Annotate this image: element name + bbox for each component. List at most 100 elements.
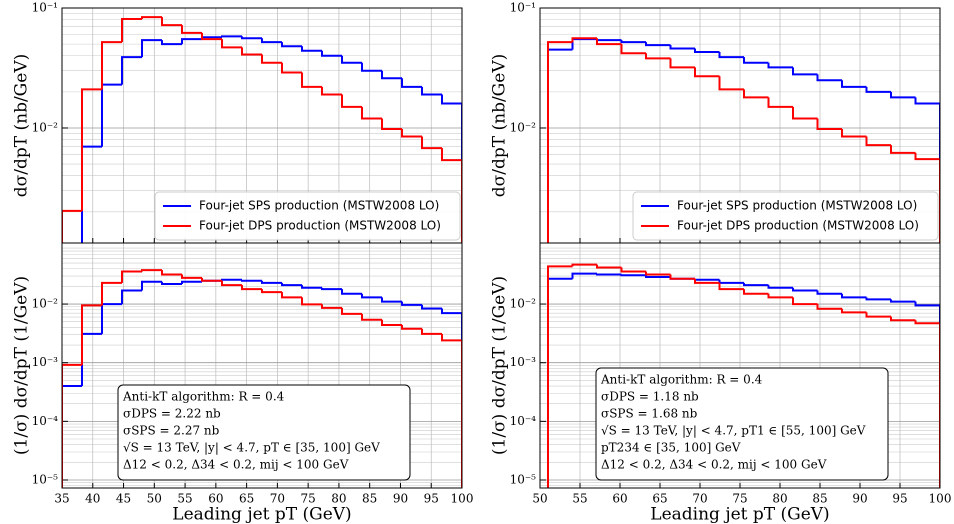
histogram-step xyxy=(181,25,202,34)
x-tick-label: 60 xyxy=(208,492,223,506)
annotation-box xyxy=(117,384,411,481)
histogram-step xyxy=(381,118,402,131)
histogram-step xyxy=(743,57,769,64)
annotation-line: σSPS = 1.68 nb xyxy=(601,407,698,421)
histogram-step xyxy=(161,270,182,276)
x-tick-label: 100 xyxy=(929,492,952,506)
annotation-line: Anti-kT algorithm: R = 0.4 xyxy=(600,373,763,387)
histogram-step xyxy=(361,62,382,72)
histogram-step xyxy=(743,282,769,287)
histogram-step xyxy=(321,86,342,96)
histogram-step xyxy=(381,70,402,80)
histogram-step xyxy=(694,67,720,78)
histogram-step xyxy=(101,83,122,147)
histogram-step xyxy=(890,316,916,322)
annotation-line: √S = 13 TeV, |y| < 4.7, pT1 ∈ [55, 100] … xyxy=(601,424,866,438)
x-tick-label: 85 xyxy=(362,492,377,506)
histogram-step xyxy=(361,313,382,321)
histogram-step xyxy=(841,129,867,138)
x-tick-label: 50 xyxy=(532,492,547,506)
histogram-step xyxy=(301,285,322,289)
histogram-step xyxy=(718,76,744,91)
histogram-step xyxy=(645,275,671,278)
histogram-step xyxy=(341,307,362,315)
y-tick-label: 10⁻⁵ xyxy=(32,472,59,486)
histogram-step xyxy=(321,50,342,57)
histogram-step xyxy=(841,80,867,88)
histogram-step xyxy=(141,16,162,19)
histogram-step xyxy=(181,274,202,279)
histogram-step xyxy=(694,278,720,284)
y-axis-label: dσ/dpT (nb/GeV) xyxy=(12,54,32,197)
annotation-box xyxy=(595,367,889,481)
x-tick-label: 80 xyxy=(331,492,346,506)
histogram-step xyxy=(221,35,242,38)
plot-area xyxy=(547,263,940,488)
histogram-step xyxy=(62,385,82,488)
y-axis-label: (1/σ) dσ/dpT (1/GeV) xyxy=(12,276,32,455)
x-tick-label: 55 xyxy=(177,492,192,506)
histogram-step xyxy=(201,277,222,282)
x-axis-label: Leading jet pT (GeV) xyxy=(650,505,829,524)
histogram-step xyxy=(121,56,142,85)
y-tick-label: 10⁻¹ xyxy=(510,1,536,15)
x-tick-label: 70 xyxy=(270,492,285,506)
histogram-step xyxy=(620,274,646,277)
histogram-step xyxy=(571,272,597,279)
histogram-step xyxy=(241,279,262,282)
histogram-step xyxy=(341,94,362,108)
histogram-step xyxy=(401,78,422,88)
histogram-step xyxy=(841,293,867,299)
histogram-step xyxy=(645,271,671,276)
histogram-step xyxy=(890,145,916,154)
histogram-step xyxy=(281,42,302,48)
histogram-step xyxy=(767,285,793,289)
histogram-step xyxy=(161,281,182,285)
y-tick-label: 10⁻³ xyxy=(510,355,537,369)
y-tick-label: 10⁻² xyxy=(32,120,59,134)
histogram-step xyxy=(620,44,646,55)
histogram-step xyxy=(865,86,891,93)
histogram-step xyxy=(141,39,162,58)
histogram-step xyxy=(161,17,182,27)
histogram-step xyxy=(81,88,102,211)
x-tick-label: 50 xyxy=(147,492,162,506)
histogram-step xyxy=(321,304,342,309)
histogram-step xyxy=(381,297,402,303)
histogram-step xyxy=(441,333,462,488)
x-tick-label: 90 xyxy=(852,492,867,506)
histogram-step xyxy=(816,290,842,295)
histogram-step xyxy=(767,97,793,108)
histogram-step xyxy=(241,36,262,40)
y-tick-label: 10⁻¹ xyxy=(32,1,58,15)
axes-frame xyxy=(61,242,463,489)
histogram-step xyxy=(261,38,282,44)
histogram-step xyxy=(341,289,362,295)
histogram-step xyxy=(571,37,597,43)
histogram-step xyxy=(261,54,282,64)
histogram-step xyxy=(792,287,818,292)
y-axis-label: (1/σ) dσ/dpT (1/GeV) xyxy=(490,276,510,455)
histogram-step xyxy=(441,94,462,243)
panel: 50 55 60 65 70 75 80 85 90 95 100 10⁻² 10⁻³ 10⁻⁴ 10⁻⁵ (… xyxy=(490,242,952,524)
annotation-line: σSPS = 2.27 nb xyxy=(123,424,220,438)
histogram-step xyxy=(81,304,102,365)
histogram-step xyxy=(201,32,222,41)
histogram-step xyxy=(81,145,102,243)
histogram-step xyxy=(301,297,322,306)
histogram-step xyxy=(62,363,82,488)
histogram-step xyxy=(101,281,122,306)
histogram-step xyxy=(816,118,842,131)
histogram-step xyxy=(547,265,573,488)
histogram-step xyxy=(101,41,122,90)
histogram-step xyxy=(792,106,818,120)
x-axis-label: Leading jet pT (GeV) xyxy=(172,505,351,524)
histogram-step xyxy=(121,17,142,43)
histogram-step xyxy=(181,280,202,284)
histogram-step xyxy=(914,320,940,488)
annotation-line: √S = 13 TeV, |y| < 4.7, pT ∈ [35, 100] G… xyxy=(123,441,380,455)
histogram-step xyxy=(816,74,842,82)
histogram-step xyxy=(743,289,769,295)
histogram-step xyxy=(141,280,162,291)
